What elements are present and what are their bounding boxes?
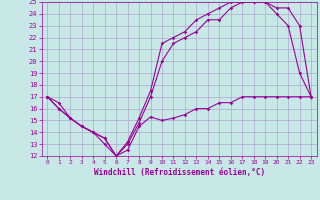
X-axis label: Windchill (Refroidissement éolien,°C): Windchill (Refroidissement éolien,°C) — [94, 168, 265, 177]
